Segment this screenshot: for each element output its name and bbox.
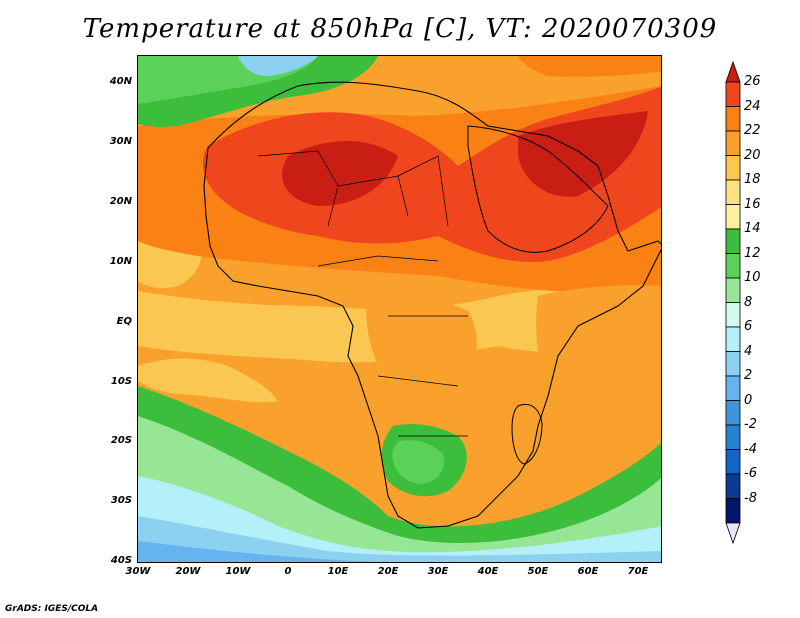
colorbar-swatch <box>725 155 741 181</box>
lat-tick-label: 20S <box>110 435 132 446</box>
colorbar-tick-label: 18 <box>744 172 761 187</box>
temperature-field <box>138 56 661 562</box>
colorbar-swatch <box>725 449 741 475</box>
colorbar-swatch <box>725 253 741 279</box>
colorbar-tick-label: 8 <box>744 294 753 310</box>
colorbar-tick-label: -6 <box>744 466 757 481</box>
colorbar-swatch <box>725 81 741 107</box>
colorbar-tick-label: 4 <box>744 343 753 359</box>
lon-tick-label: 10W <box>225 566 251 577</box>
lon-tick-label: 30E <box>427 566 449 577</box>
lat-tick-label: 40S <box>110 555 132 566</box>
colorbar-tick-label: 26 <box>744 74 761 89</box>
colorbar-tick-label: 2 <box>744 368 753 383</box>
colorbar-swatch <box>725 424 741 450</box>
lon-tick-label: 50E <box>527 566 549 577</box>
colorbar-tick-label: -8 <box>744 490 757 506</box>
colorbar-swatch <box>725 498 741 524</box>
colorbar <box>725 60 741 545</box>
colorbar-tick-label: 20 <box>744 147 761 163</box>
lat-tick-label: 30N <box>109 136 132 147</box>
colorbar-tick-label: 0 <box>744 392 753 408</box>
colorbar-tick-label: -2 <box>744 417 757 432</box>
lon-tick-label: 20E <box>377 566 399 577</box>
lon-tick-label: 30W <box>125 566 151 577</box>
lat-tick-label: 10S <box>110 376 132 387</box>
colorbar-tick-label: 14 <box>744 221 761 236</box>
colorbar-swatch <box>725 228 741 254</box>
colorbar-swatch <box>725 302 741 328</box>
lon-tick-label: 40E <box>477 566 499 577</box>
colorbar-tick-label: 16 <box>744 196 761 212</box>
colorbar-tick-label: 24 <box>744 98 761 114</box>
lon-tick-label: 60E <box>577 566 599 577</box>
colorbar-swatch <box>725 179 741 205</box>
colorbar-swatch <box>725 473 741 499</box>
colorbar-swatch <box>725 375 741 401</box>
colorbar-tick-label: 22 <box>744 123 761 138</box>
colorbar-tick-label: 10 <box>744 270 761 285</box>
colorbar-swatch <box>725 326 741 352</box>
lat-tick-label: EQ <box>116 316 132 327</box>
lon-tick-label: 10E <box>327 566 349 577</box>
lon-tick-label: 70E <box>627 566 649 577</box>
colorbar-swatch <box>725 400 741 426</box>
credit-text: GrADS: IGES/COLA <box>5 604 99 614</box>
lat-tick-label: 20N <box>109 196 132 207</box>
colorbar-swatch <box>725 351 741 377</box>
colorbar-top-arrow <box>725 60 741 83</box>
temperature-map <box>137 55 662 563</box>
lon-tick-label: 0 <box>284 566 292 577</box>
map-title: Temperature at 850hPa [C], VT: 202007030… <box>82 14 718 44</box>
colorbar-swatch <box>725 106 741 132</box>
lat-tick-label: 10N <box>109 256 132 267</box>
colorbar-swatch <box>725 204 741 230</box>
lat-tick-label: 30S <box>110 495 132 506</box>
colorbar-tick-label: 6 <box>744 319 753 334</box>
colorbar-bottom-arrow <box>725 522 741 545</box>
colorbar-tick-label: -4 <box>744 441 757 457</box>
lat-tick-label: 40N <box>109 76 132 87</box>
colorbar-swatch <box>725 277 741 303</box>
colorbar-swatch <box>725 130 741 156</box>
colorbar-tick-label: 12 <box>744 245 761 261</box>
lon-tick-label: 20W <box>175 566 201 577</box>
